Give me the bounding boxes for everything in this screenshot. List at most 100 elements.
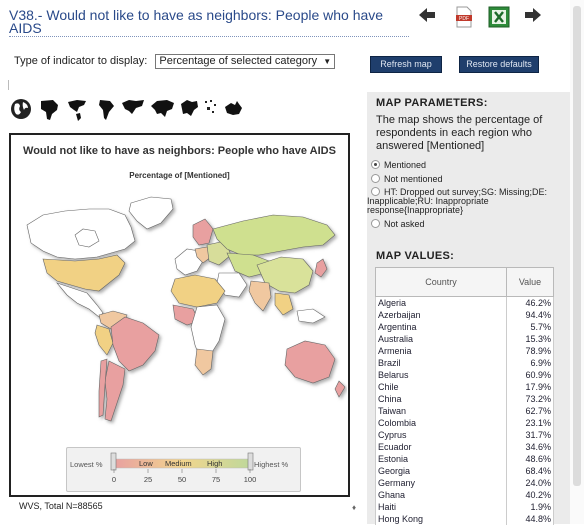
scroll-toggle-icon[interactable]: ♦ [352,503,357,512]
north-africa-icon[interactable] [203,98,219,125]
region-north-africa[interactable] [170,274,226,308]
region-southeast-asia[interactable] [274,292,294,316]
map-title: Would not like to have as neighbors: Peo… [23,145,336,157]
country-cell: Georgia [375,465,507,477]
value-cell: 94.4% [506,309,554,321]
pdf-text: PDF [459,16,469,22]
radio-icon[interactable] [371,174,380,183]
restore-defaults-button[interactable]: Restore defaults [459,56,539,73]
legend-min-handle[interactable] [110,452,117,471]
region-greenland[interactable] [128,196,174,230]
scrollbar-thumb[interactable] [573,6,581,486]
region-india[interactable] [248,280,272,312]
table-row: Ecuador 34.6% [375,441,554,453]
chevron-down-icon: ▼ [323,57,332,66]
option-not-asked[interactable]: Not asked [371,219,425,229]
country-cell: Estonia [375,453,507,465]
indicator-select[interactable]: Percentage of selected category ▼ [155,54,336,69]
country-cell: Haiti [375,501,507,513]
asia-icon[interactable] [149,98,175,125]
indicator-select-value: Percentage of selected category [159,55,318,67]
pdf-icon[interactable]: PDF [455,6,473,33]
value-cell: 17.9% [506,381,554,393]
region-germany[interactable] [194,246,212,264]
page-title: V38.- Would not like to have as neighbor… [9,8,409,37]
legend-tick-25: 25 [144,475,152,484]
map-values-heading: MAP VALUES: [376,250,455,262]
table-row: Colombia 23.1% [375,417,554,429]
table-row: Germany 24.0% [375,477,554,489]
south-america-icon[interactable] [96,98,116,127]
world-icon[interactable] [10,98,32,125]
option-dropped-out[interactable]: HT: Dropped out survey;SG: Missing;DE: I… [367,187,567,215]
country-cell: Algeria [375,296,507,309]
table-row: Ghana 40.2% [375,489,554,501]
country-cell: Armenia [375,345,507,357]
country-cell: Argentina [375,321,507,333]
region-usa[interactable] [42,254,126,292]
arrow-left-icon[interactable] [417,6,437,29]
world-map[interactable] [13,185,347,440]
table-row: Argentina 5.7% [375,321,554,333]
legend-max-handle[interactable] [247,452,254,471]
option-label: Mentioned [384,160,427,170]
region-europe-west[interactable] [174,248,204,276]
country-cell: China [375,393,507,405]
legend-lowest-label: Lowest % [70,460,103,469]
value-cell: 46.2% [506,296,554,309]
value-cell: 6.9% [506,357,554,369]
map-legend: Lowest % Highest % Low Medium High 0 25 … [66,447,301,492]
africa-icon[interactable] [38,98,60,127]
region-argentina[interactable] [104,360,126,422]
country-cell: Belarus [375,369,507,381]
legend-tick-75: 75 [212,475,220,484]
sample-size-footer: WVS, Total N=88565 [19,501,103,511]
legend-medium-label: Medium [165,459,192,468]
map-values-table: Country Value Algeria 46.2% Azerbaijan 94.4… [375,267,554,525]
legend-tick-100: 100 [244,475,257,484]
region-scandinavia[interactable] [192,218,214,246]
table-row: Hong Kong 44.8% [375,513,554,525]
value-cell: 1.9% [506,501,554,513]
indicator-label: Type of indicator to display: [14,55,148,67]
arrow-right-icon[interactable] [523,6,543,29]
region-southern-africa[interactable] [194,348,214,376]
table-row: China 73.2% [375,393,554,405]
table-row: Armenia 78.9% [375,345,554,357]
radio-icon[interactable] [371,187,380,196]
map-parameters-heading: MAP PARAMETERS: [376,97,488,109]
region-australia[interactable] [284,340,336,384]
country-cell: Colombia [375,417,507,429]
region-japan[interactable] [314,258,328,278]
north-america-icon[interactable] [120,98,146,125]
table-row: Georgia 68.4% [375,465,554,477]
europe-icon[interactable] [178,98,200,125]
region-russia[interactable] [212,214,336,256]
option-not-mentioned[interactable]: Not mentioned [371,174,443,184]
legend-tick-0: 0 [112,475,116,484]
option-mentioned[interactable]: Mentioned [371,160,426,170]
value-cell: 73.2% [506,393,554,405]
americas-icon[interactable] [66,98,90,127]
value-cell: 68.4% [506,465,554,477]
country-cell: Brazil [375,357,507,369]
legend-high-label: High [207,459,222,468]
oceania-icon[interactable] [222,98,244,125]
radio-icon[interactable] [371,219,380,228]
region-new-zealand[interactable] [334,380,346,398]
table-row: Azerbaijan 94.4% [375,309,554,321]
country-cell: Germany [375,477,507,489]
refresh-map-button[interactable]: Refresh map [370,56,442,73]
page-scrollbar[interactable] [570,0,584,524]
legend-tick-50: 50 [178,475,186,484]
region-peru[interactable] [94,324,114,356]
table-row: Taiwan 62.7% [375,405,554,417]
region-brazil[interactable] [110,316,160,372]
column-header-country[interactable]: Country [375,267,507,297]
value-cell: 78.9% [506,345,554,357]
excel-icon[interactable] [488,6,510,33]
column-header-value[interactable]: Value [506,267,554,297]
country-cell: Cyprus [375,429,507,441]
radio-selected-icon[interactable] [371,160,380,169]
option-label: Not asked [384,219,425,229]
